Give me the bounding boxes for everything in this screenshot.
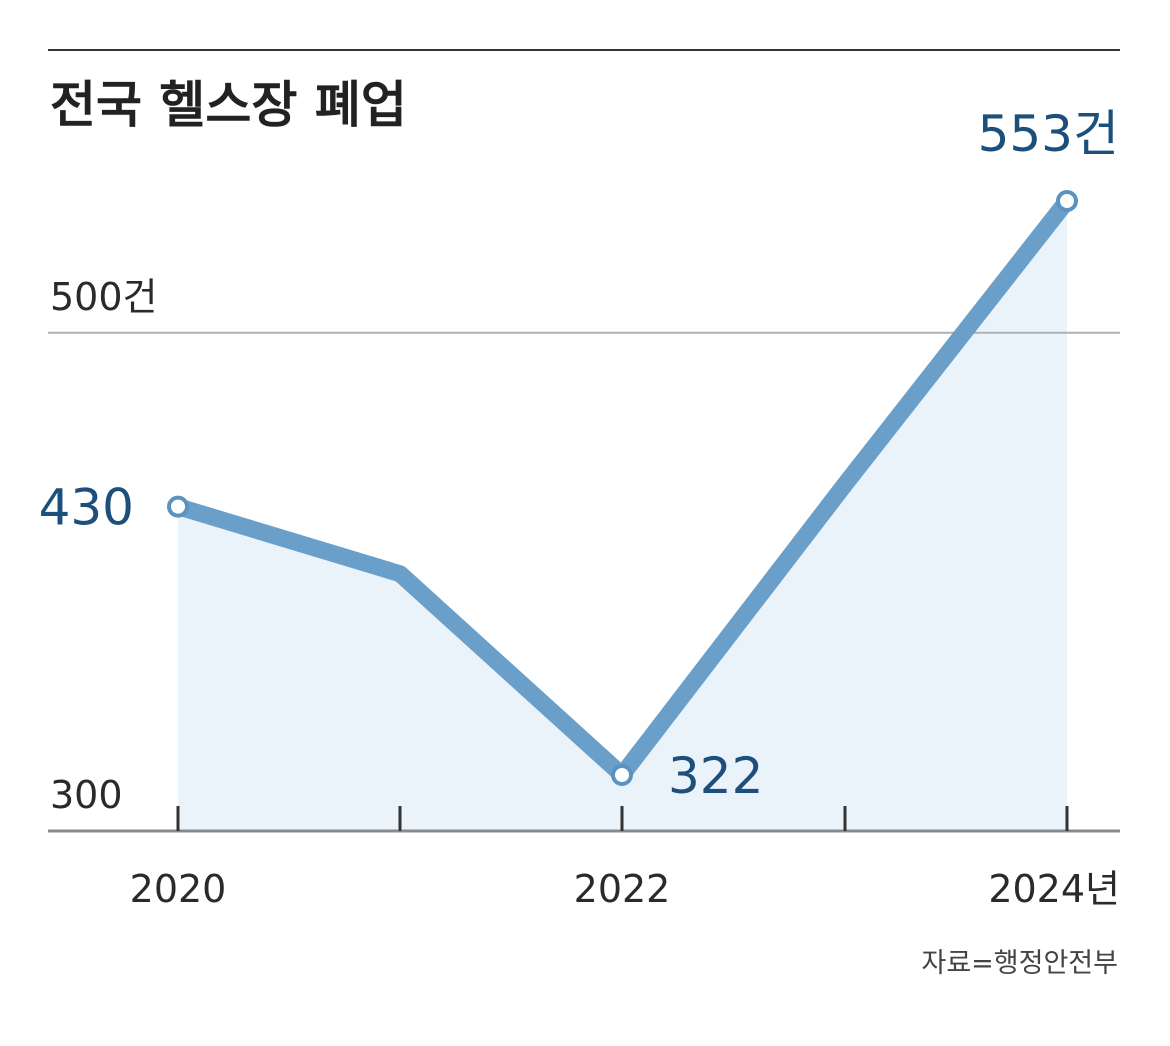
data-label-2020: 430 bbox=[39, 479, 134, 537]
y-tick-label-300: 300 bbox=[50, 773, 123, 817]
x-tick-label-2020: 2020 bbox=[130, 867, 227, 911]
chart-title: 전국 헬스장 폐업 bbox=[50, 76, 407, 134]
data-point-2022 bbox=[611, 764, 633, 786]
y-tick-label-500: 500건 bbox=[50, 275, 158, 319]
data-point-2024 bbox=[1056, 190, 1078, 212]
data-label-2022: 322 bbox=[668, 747, 763, 805]
source-note: 자료=행정안전부 bbox=[921, 948, 1118, 979]
plot-area: 300 500건 2020 2022 2024년 430 322 553건 bbox=[39, 105, 1120, 911]
data-label-2024: 553건 bbox=[978, 105, 1119, 163]
x-tick-label-2024: 2024년 bbox=[988, 867, 1120, 911]
data-point-2020 bbox=[167, 495, 189, 518]
x-tick-label-2022: 2022 bbox=[574, 867, 671, 911]
area-fill bbox=[178, 201, 1067, 831]
